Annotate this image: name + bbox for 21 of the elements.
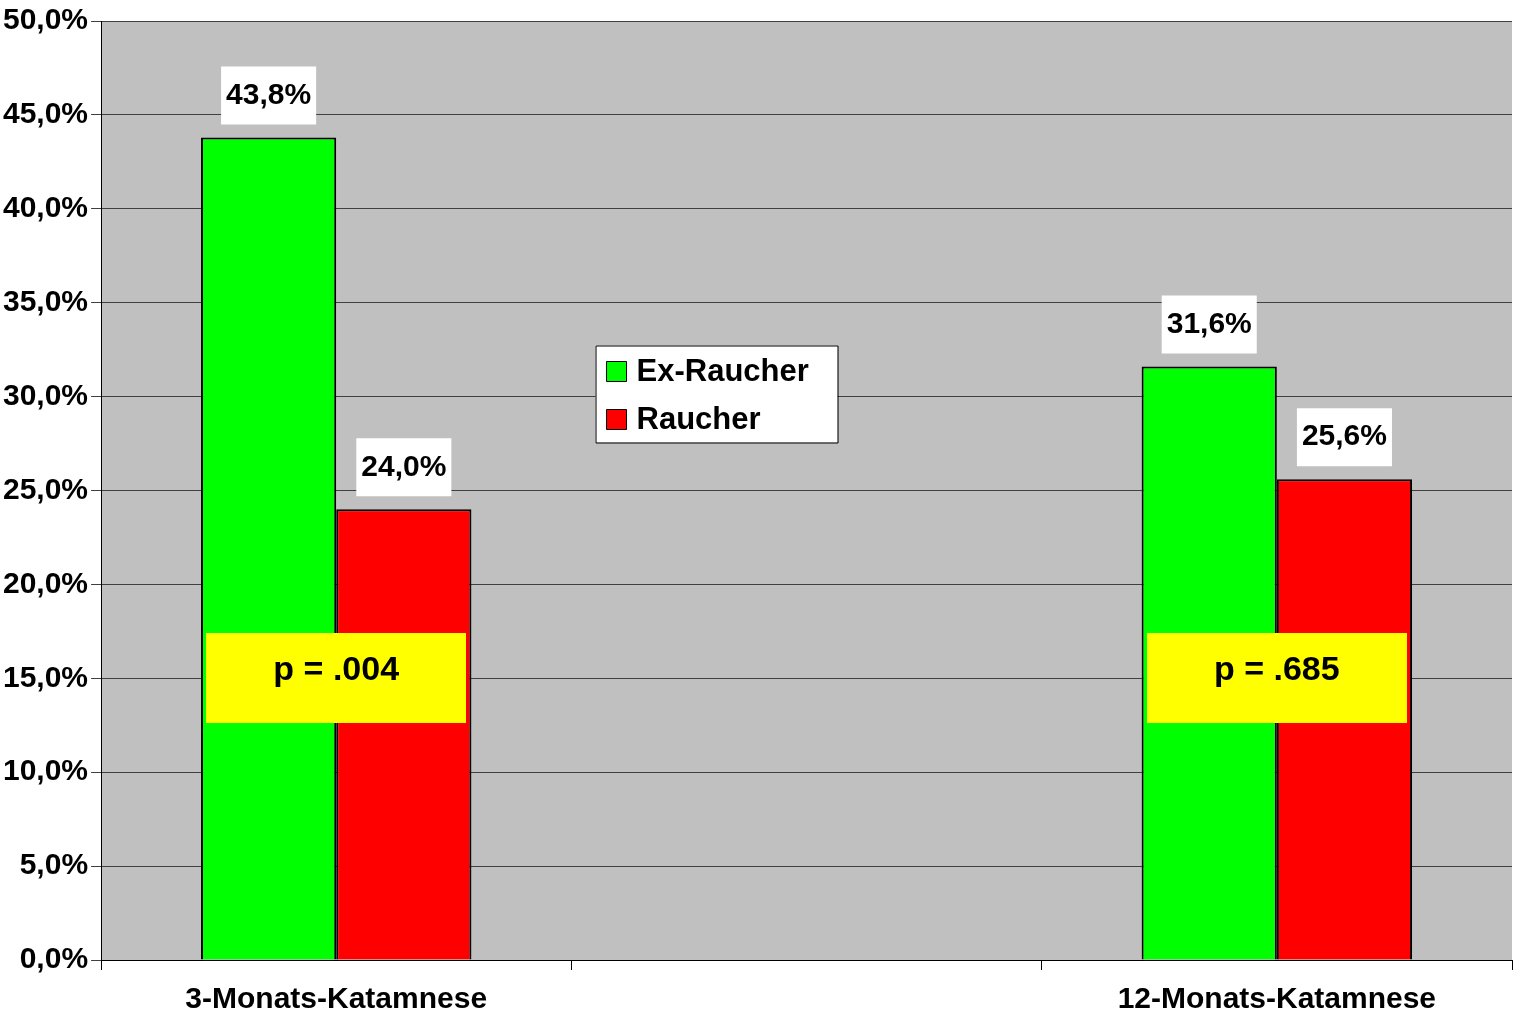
label-box: p = .004 [206, 633, 467, 724]
y-tick-label: 15,0% [2, 659, 89, 693]
y-tick-label: 40,0% [2, 190, 89, 224]
y-tick-label: 5,0% [19, 847, 89, 881]
data-label: 31,6% [1166, 305, 1252, 339]
y-tick-label: 10,0% [2, 753, 89, 787]
y-tick-label: 20,0% [2, 565, 89, 599]
legend-label: Raucher [636, 401, 761, 437]
y-tick-label: 50,0% [2, 2, 89, 36]
data-label: 25,6% [1301, 418, 1387, 452]
x-tick-label: 12-Monats-Katamnese [1117, 981, 1437, 1015]
data-label: 24,0% [361, 448, 447, 482]
y-tick-label: 25,0% [2, 471, 89, 505]
y-tick-label: 35,0% [2, 283, 89, 317]
y-tick-label: 45,0% [2, 96, 89, 130]
x-tick-label: 3-Monats-Katamnese [185, 981, 488, 1015]
legend-label: Ex-Raucher [636, 353, 809, 389]
y-tick-label: 30,0% [2, 377, 89, 411]
data-label: 43,8% [226, 76, 312, 110]
y-tick-label: 0,0% [19, 941, 89, 975]
label-box: p = .685 [1146, 633, 1407, 724]
